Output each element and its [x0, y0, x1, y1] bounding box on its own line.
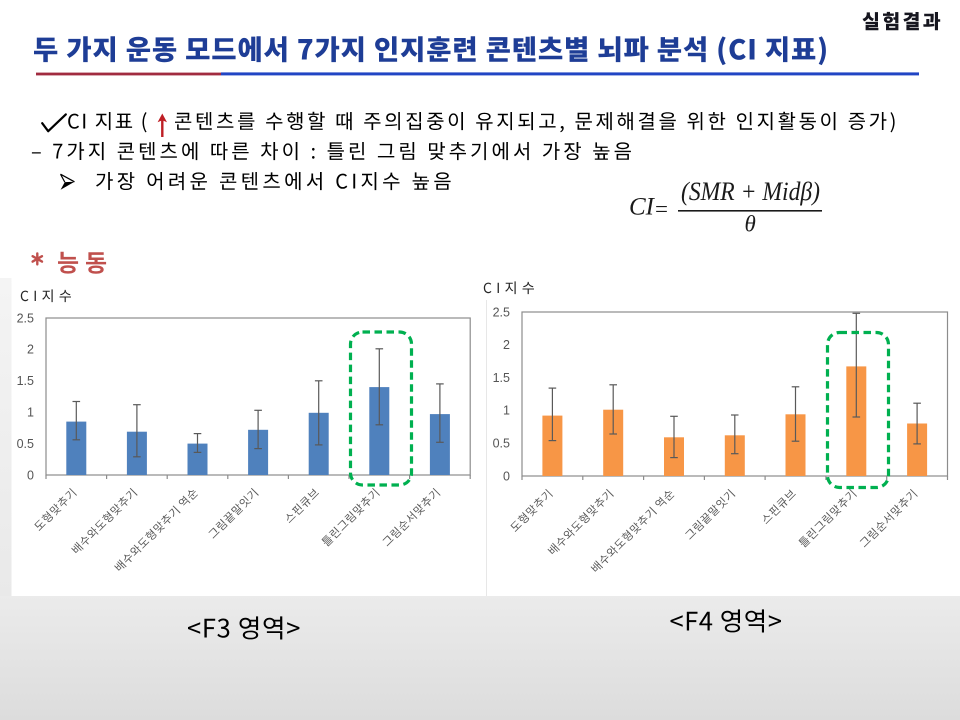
svg-text:1: 1 [27, 406, 34, 420]
svg-text:θ: θ [745, 212, 756, 237]
svg-text:2.5: 2.5 [493, 305, 510, 319]
svg-text:(SMR + Midβ): (SMR + Midβ) [681, 177, 820, 206]
svg-text:0.5: 0.5 [493, 437, 510, 451]
svg-text:2: 2 [503, 338, 510, 352]
svg-text:2: 2 [27, 343, 34, 357]
svg-text:1.5: 1.5 [17, 374, 34, 388]
svg-text:CI: CI [629, 194, 656, 221]
svg-text:0: 0 [503, 469, 510, 483]
svg-text:0.5: 0.5 [17, 437, 34, 451]
svg-text:=: = [655, 197, 668, 222]
svg-text:2.5: 2.5 [17, 311, 34, 325]
svg-text:0: 0 [27, 468, 34, 482]
svg-text:1.5: 1.5 [493, 371, 510, 385]
svg-text:1: 1 [503, 404, 510, 418]
